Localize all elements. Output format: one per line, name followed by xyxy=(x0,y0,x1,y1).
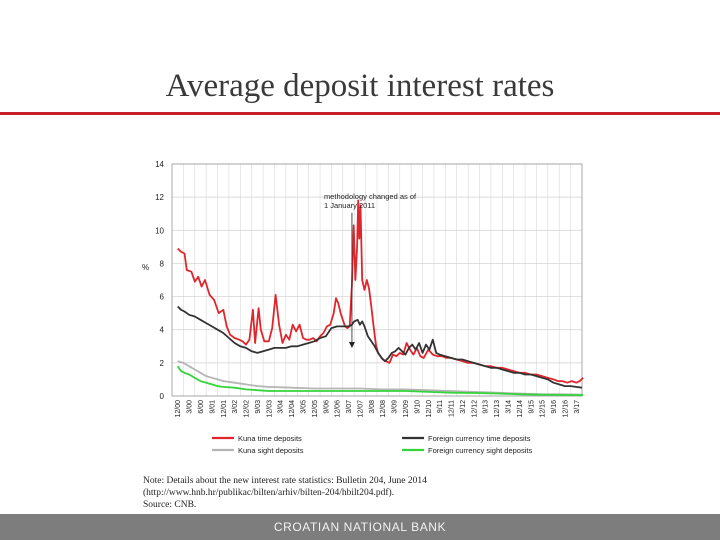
x-tick-label: 12/05 xyxy=(312,400,319,418)
note-line-link: (http://www.hnb.hr/publikac/bilten/arhiv… xyxy=(143,488,395,498)
x-tick-label: 9/03 xyxy=(255,400,262,414)
x-tick-label: 12/00 xyxy=(175,400,182,418)
x-tick-label: 12/12 xyxy=(471,400,478,418)
x-tick-label: 9/01 xyxy=(209,400,216,414)
legend-label: Foreign currency time deposits xyxy=(428,434,531,443)
x-tick-label: 9/11 xyxy=(437,400,444,413)
x-tick-label: 3/00 xyxy=(187,400,194,414)
x-tick-label: 12/11 xyxy=(449,400,456,417)
legend-label: Foreign currency sight deposits xyxy=(428,446,532,455)
x-tick-label: 3/07 xyxy=(346,400,353,414)
legend-label: Kuna time deposits xyxy=(238,434,302,443)
x-tick-label: 12/09 xyxy=(403,400,410,418)
annotation-text: methodology changed as of xyxy=(324,192,417,201)
slide-title: Average deposit interest rates xyxy=(165,68,555,104)
y-tick-label: 10 xyxy=(155,226,164,235)
plot-frame xyxy=(171,163,583,397)
footer-bar: CROATIAN NATIONAL BANK xyxy=(0,514,720,540)
x-tick-label: 9/06 xyxy=(323,400,330,414)
note-line-details: Note: Details about the new interest rat… xyxy=(143,476,427,486)
y-tick-label: 12 xyxy=(155,193,164,202)
x-tick-label: 9/10 xyxy=(414,400,421,414)
x-tick-label: 6/00 xyxy=(198,400,205,414)
annotation-arrow-head xyxy=(348,341,355,348)
x-tick-label: 3/08 xyxy=(369,400,376,414)
series-line xyxy=(177,305,583,389)
x-tick-label: 3/04 xyxy=(278,400,285,414)
x-tick-label: 12/16 xyxy=(562,400,569,418)
x-tick-label: 12/08 xyxy=(380,400,387,418)
title-divider xyxy=(0,112,720,115)
annotation-text: 1 January 2011 xyxy=(324,201,375,210)
y-tick-label: 8 xyxy=(160,259,165,268)
x-tick-label: 9/15 xyxy=(528,400,535,414)
x-tick-label: 3/17 xyxy=(574,400,581,414)
x-tick-label: 3/14 xyxy=(505,400,512,414)
y-tick-label: 14 xyxy=(155,160,164,169)
x-tick-label: 3/09 xyxy=(392,400,399,414)
series-line xyxy=(176,365,584,397)
deposit-rates-chart: 0 2 4 6 8 10 12 14% 12/00 3/00 6/00 9/01 12/01 3/02 12… xyxy=(142,160,584,455)
x-tick-label: 12/01 xyxy=(221,400,228,418)
x-tick-label: 12/10 xyxy=(426,400,433,418)
x-tick-label: 3/05 xyxy=(300,400,307,414)
x-tick-label: 9/16 xyxy=(551,400,558,414)
y-tick-label: 6 xyxy=(160,293,165,302)
y-axis-label: % xyxy=(142,263,149,272)
x-tick-label: 12/03 xyxy=(266,400,273,418)
footer-bank-name: CROATIAN NATIONAL BANK xyxy=(273,520,447,534)
note-line-source: Source: CNB. xyxy=(143,500,197,510)
y-tick-label: 2 xyxy=(160,359,165,368)
x-tick-label: 12/14 xyxy=(517,400,524,418)
x-tick-label: 9/13 xyxy=(483,400,490,414)
x-tick-label: 12/13 xyxy=(494,400,501,418)
y-tick-label: 4 xyxy=(160,326,165,335)
legend-label: Kuna sight deposits xyxy=(238,446,304,455)
chart-note: Note: Details about the new interest rat… xyxy=(143,475,563,511)
x-tick-label: 12/07 xyxy=(357,400,364,418)
x-tick-label: 12/15 xyxy=(540,400,547,418)
series-line xyxy=(177,360,584,396)
x-tick-label: 3/12 xyxy=(460,400,467,414)
y-tick-label: 0 xyxy=(160,392,165,401)
x-tick-label: 12/04 xyxy=(289,400,296,418)
x-tick-label: 12/02 xyxy=(244,400,251,418)
x-tick-label: 3/02 xyxy=(232,400,239,414)
x-tick-label: 12/06 xyxy=(335,400,342,418)
